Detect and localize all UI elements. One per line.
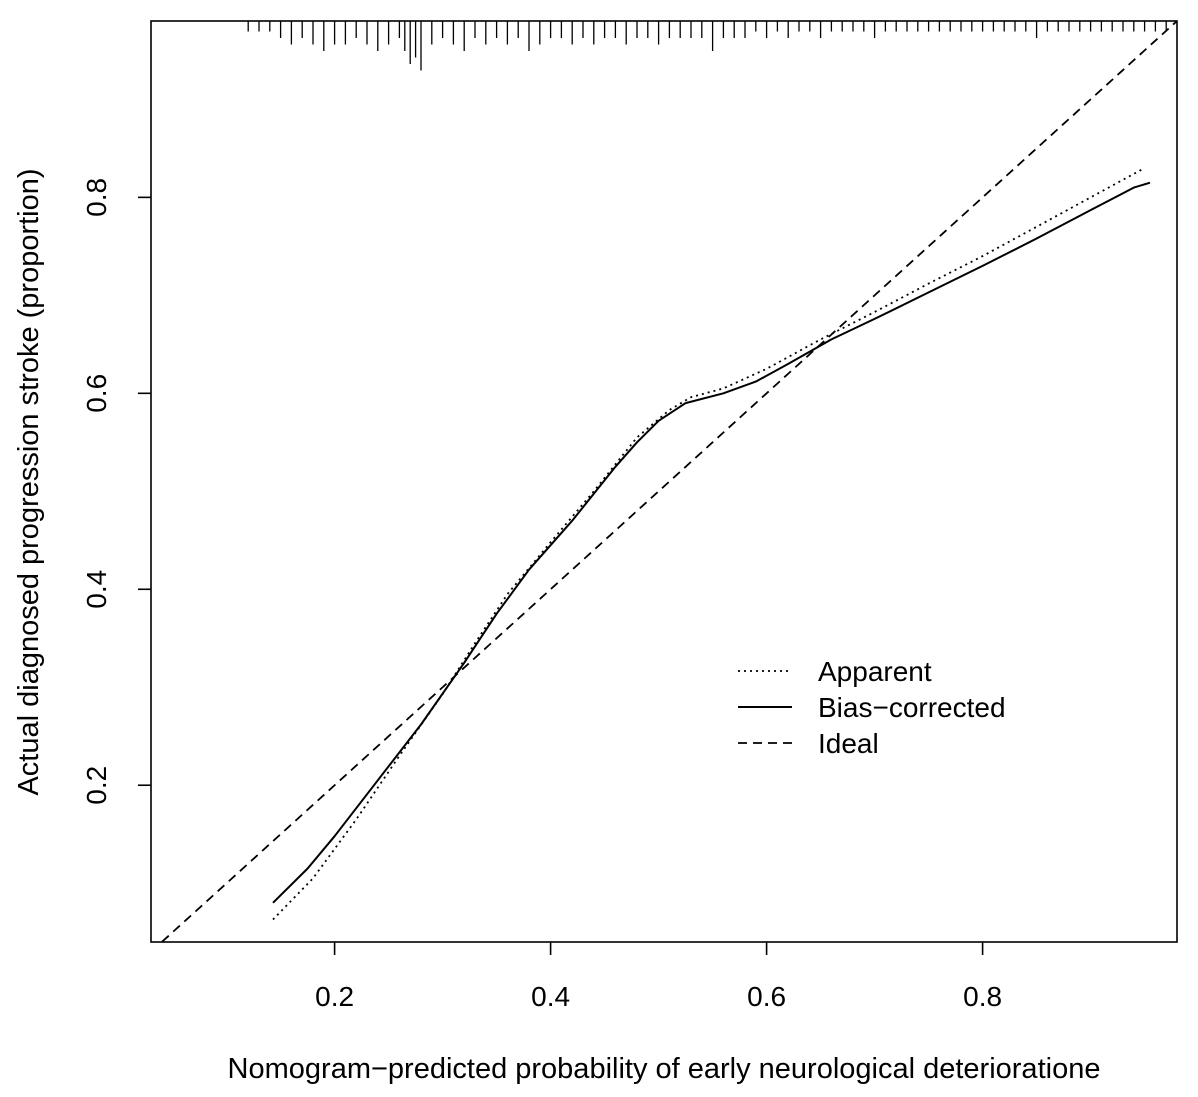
y-tick-label: 0.2 <box>81 766 112 805</box>
y-tick-label: 0.8 <box>81 178 112 217</box>
legend-label: Apparent <box>818 656 932 687</box>
series-layer <box>160 21 1177 942</box>
x-tick-label: 0.4 <box>531 981 570 1012</box>
plot-frame <box>150 20 1178 943</box>
legend: Apparent Bias−corrected Ideal <box>738 656 1006 759</box>
x-tick-label: 0.6 <box>747 981 786 1012</box>
y-axis: 0.2 0.4 0.6 0.8 <box>81 178 151 805</box>
legend-label: Bias−corrected <box>818 692 1006 723</box>
y-axis-title: Actual diagnosed progression stroke (pro… <box>13 168 45 795</box>
y-tick-label: 0.6 <box>81 374 112 413</box>
series-line-dotted <box>272 167 1146 921</box>
series-line-solid <box>272 181 1151 904</box>
x-tick-label: 0.2 <box>315 981 354 1012</box>
legend-label: Ideal <box>818 728 879 759</box>
x-axis-title: Nomogram−predicted probability of early … <box>228 1053 1101 1085</box>
y-tick-label: 0.4 <box>81 570 112 609</box>
rug-marks <box>247 21 1167 71</box>
x-axis: 0.2 0.4 0.6 0.8 <box>315 942 1002 1012</box>
series-line-dashed <box>160 21 1177 942</box>
x-tick-label: 0.8 <box>963 981 1002 1012</box>
